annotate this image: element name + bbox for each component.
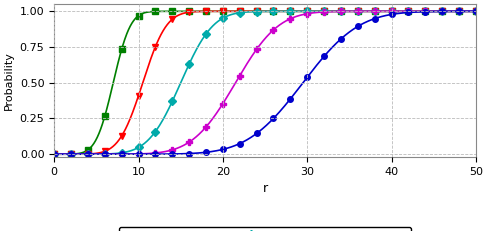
- k=5: [380, 10, 386, 13]
- k=8: [51, 153, 57, 156]
- k=8: [341, 35, 347, 38]
- Line: k=8: k=8: [54, 11, 476, 154]
- k=5: [341, 10, 347, 13]
- k=5: [94, 152, 100, 155]
- k=4: [473, 10, 479, 13]
- k=4: [222, 10, 227, 13]
- k=4: [388, 10, 394, 13]
- k=4: [380, 10, 386, 13]
- k=7: [341, 10, 347, 13]
- k=8: [94, 153, 100, 156]
- k=6: [222, 16, 227, 18]
- k=6: [237, 11, 243, 14]
- Legend: k=4, k=5, k=6, k=7, k=8: k=4, k=5, k=6, k=7, k=8: [119, 227, 412, 231]
- k=6: [341, 10, 347, 13]
- k=5: [237, 10, 243, 13]
- Line: k=7: k=7: [54, 11, 476, 154]
- k=4: [341, 10, 347, 13]
- k=6: [380, 10, 386, 13]
- k=7: [473, 10, 479, 13]
- k=7: [222, 99, 227, 102]
- k=4: [94, 136, 100, 139]
- k=4: [237, 10, 243, 13]
- k=6: [51, 153, 57, 156]
- Line: k=4: k=4: [54, 11, 476, 154]
- k=6: [388, 10, 394, 13]
- k=5: [222, 10, 227, 13]
- k=6: [473, 10, 479, 13]
- k=8: [222, 148, 227, 150]
- k=4: [51, 153, 57, 156]
- k=7: [380, 10, 386, 13]
- k=4: [222, 10, 228, 13]
- Line: k=6: k=6: [54, 11, 476, 154]
- Line: k=5: k=5: [54, 11, 476, 154]
- k=6: [386, 10, 392, 13]
- k=5: [473, 10, 479, 13]
- k=7: [94, 153, 100, 156]
- X-axis label: r: r: [262, 182, 267, 195]
- k=5: [388, 10, 394, 13]
- k=8: [388, 13, 393, 16]
- k=8: [237, 142, 243, 145]
- k=7: [388, 10, 393, 13]
- Y-axis label: Probability: Probability: [4, 51, 14, 110]
- k=8: [380, 15, 386, 18]
- k=5: [51, 153, 57, 156]
- k=6: [94, 153, 100, 155]
- k=8: [473, 10, 479, 13]
- k=7: [51, 153, 57, 156]
- k=7: [237, 74, 243, 77]
- k=5: [293, 10, 299, 13]
